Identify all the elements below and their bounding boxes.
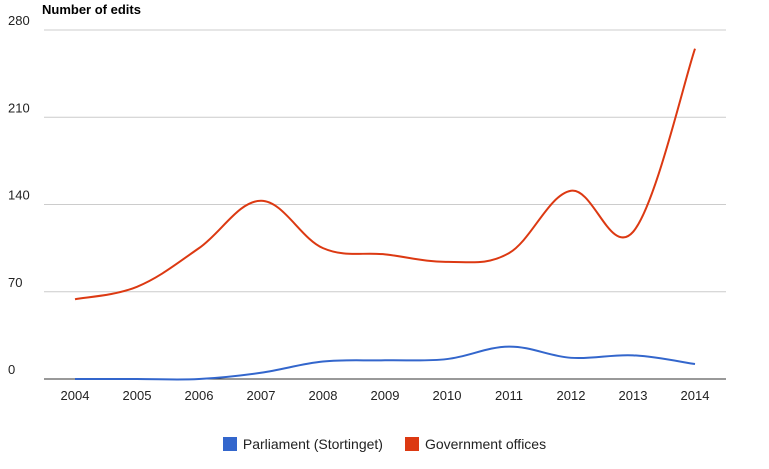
y-tick-label: 70	[8, 275, 22, 290]
legend-label-parliament: Parliament (Stortinget)	[242, 436, 383, 452]
y-tick-label: 280	[8, 13, 30, 28]
x-tick-label: 2013	[619, 388, 648, 403]
legend-swatch-government	[404, 437, 419, 451]
y-axis-title: Number of edits	[42, 2, 141, 17]
legend-item-parliament[interactable]: Parliament (Stortinget)	[222, 436, 383, 452]
x-tick-label: 2004	[61, 388, 90, 403]
legend-swatch-parliament	[222, 437, 237, 451]
series-lines	[74, 48, 696, 381]
x-tick-label: 2009	[371, 388, 400, 403]
y-tick-label: 140	[8, 188, 30, 203]
y-tick-label: 210	[8, 100, 30, 115]
x-tick-label: 2010	[433, 388, 462, 403]
series-line-0	[74, 345, 696, 381]
x-tick-label: 2006	[185, 388, 214, 403]
x-tick-label: 2005	[123, 388, 152, 403]
series-line-1	[74, 48, 696, 301]
x-tick-label: 2011	[495, 388, 523, 403]
x-tick-label: 2007	[247, 388, 276, 403]
x-tick-label: 2012	[557, 388, 586, 403]
y-tick-label: 0	[8, 362, 15, 377]
legend-label-government: Government offices	[424, 436, 547, 452]
x-tick-label: 2014	[681, 388, 710, 403]
legend: Parliament (Stortinget) Government offic…	[0, 436, 769, 452]
axes: 0 70 140 210 280 2004 2005 2006 2007 2008 2009 2010…	[8, 13, 726, 403]
legend-item-government[interactable]: Government offices	[404, 436, 547, 452]
x-tick-label: 2008	[309, 388, 338, 403]
grid	[44, 29, 726, 293]
